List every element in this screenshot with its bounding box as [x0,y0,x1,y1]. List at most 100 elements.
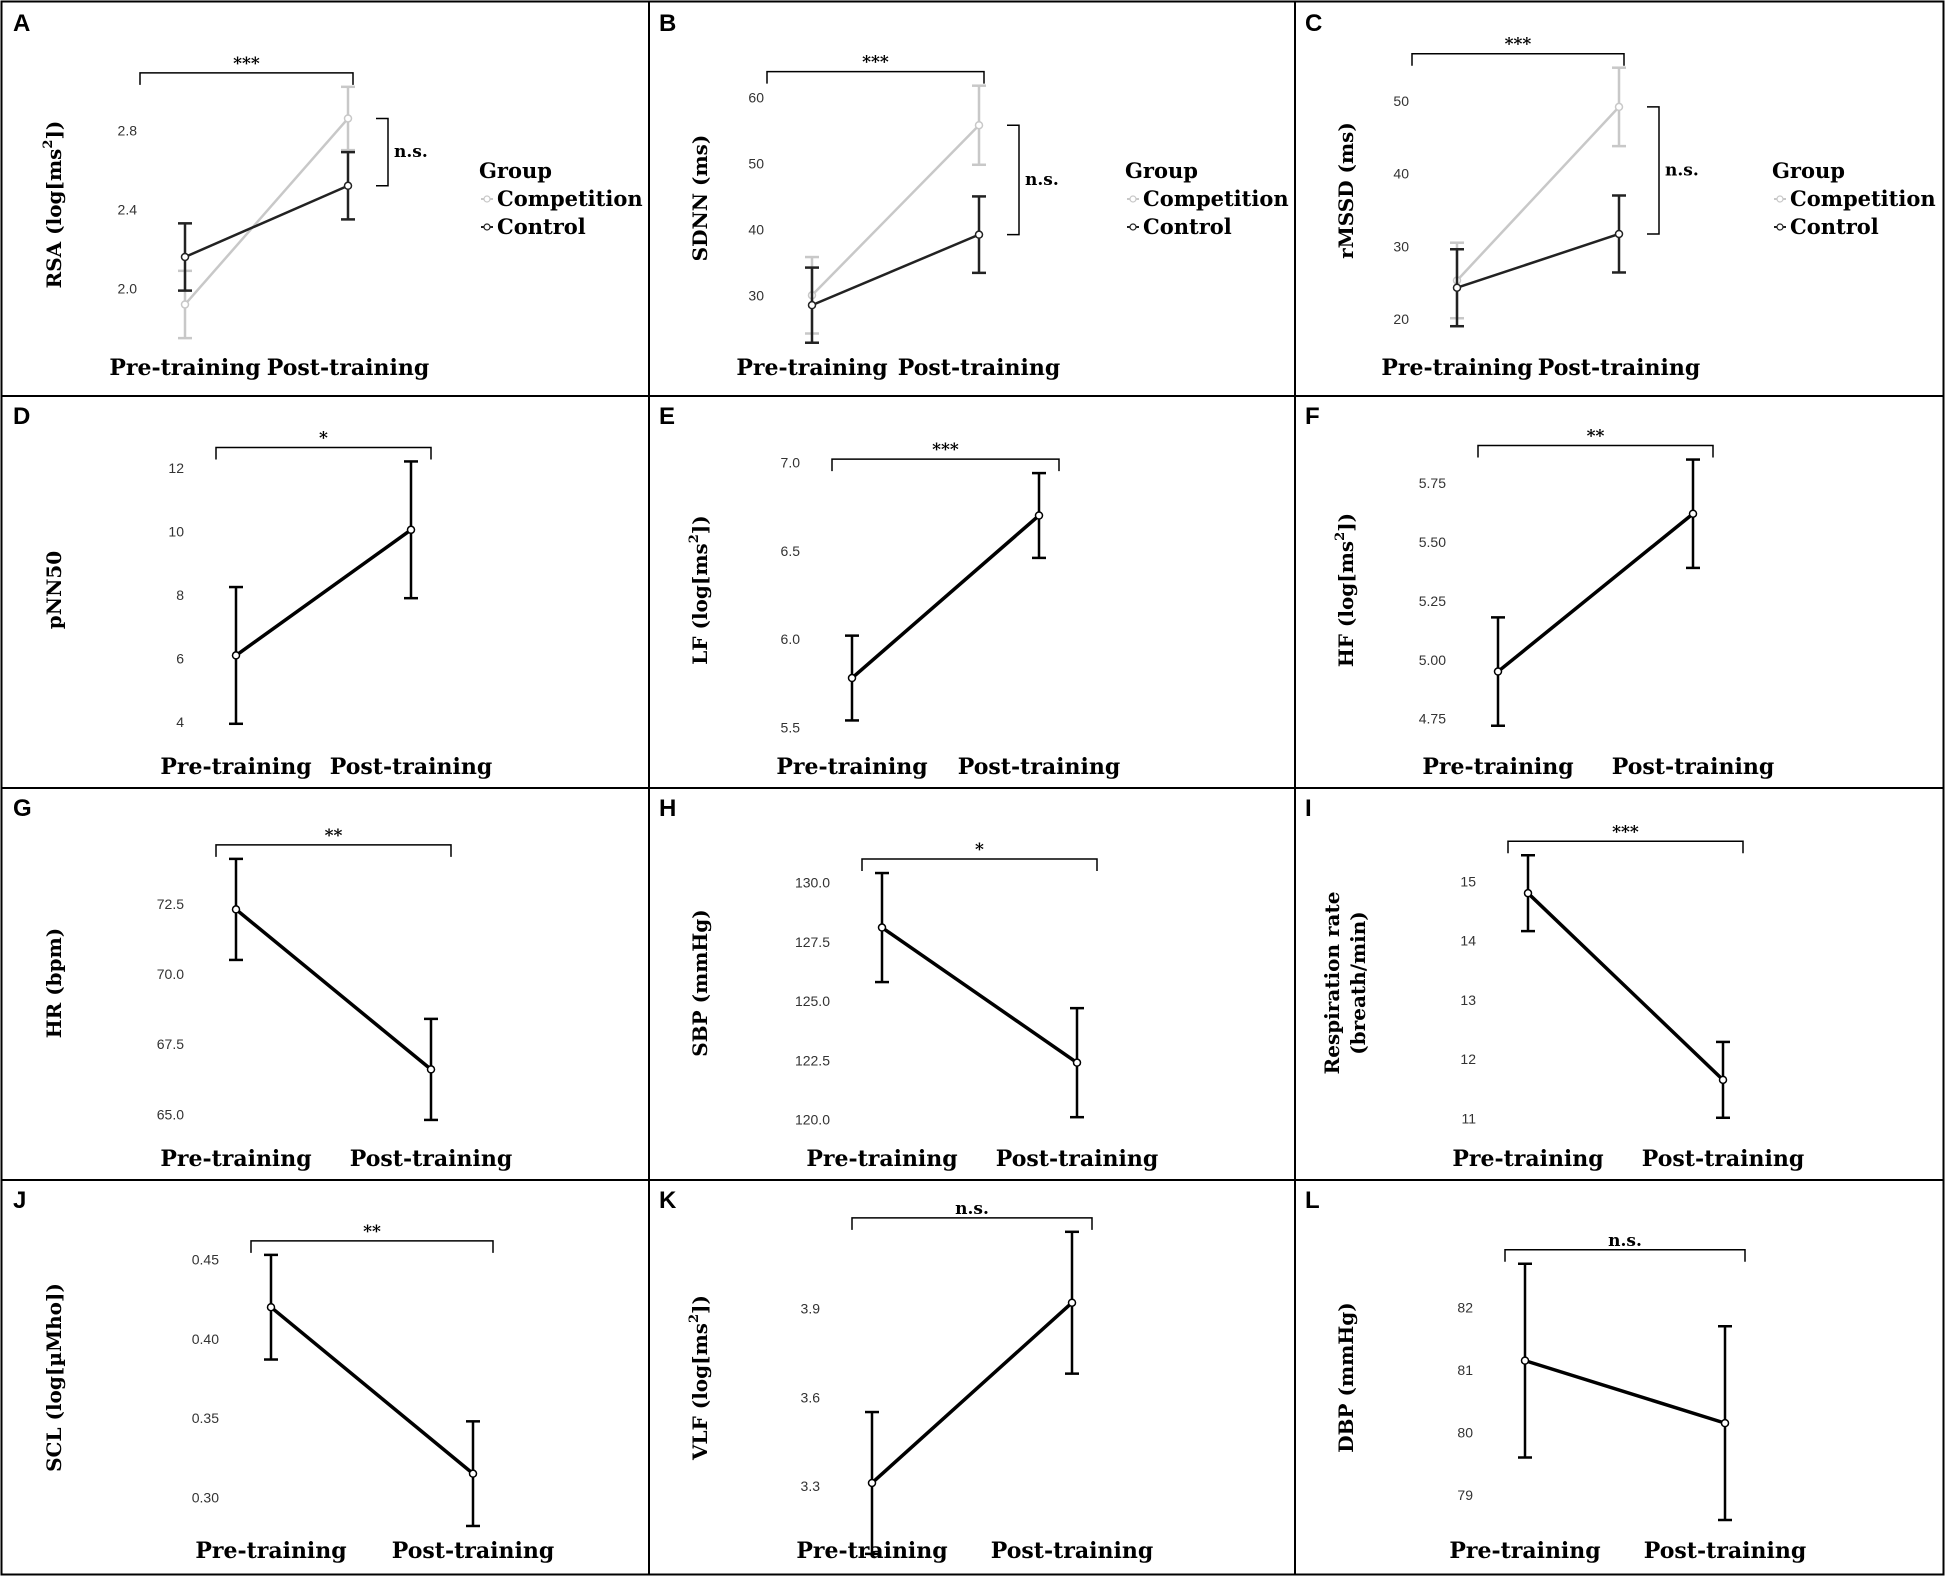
x-category-label-pre: Pre-training [1381,355,1532,381]
y-axis-label: RSA (log[ms2]) [41,121,66,289]
series-line-all [1526,891,1725,1082]
y-tick-label: 0.40 [192,1331,219,1347]
panel-label-d: D [13,403,30,430]
y-tick-label: 12 [168,460,184,476]
y-axis-label: Respiration rate (breath/min) [1320,892,1370,1075]
panel-i: I 11 12 13 14 15 Respiration rate (breath/min) P… [1305,795,1804,1172]
y-tick-label: 80 [1457,1425,1473,1441]
series-line-control [184,184,349,259]
significance-bracket-top [215,446,432,460]
legend-item-competition: Competition [1143,186,1289,211]
panel-label-f: F [1305,403,1320,430]
y-tick-label: 82 [1457,1300,1473,1316]
y-tick-label: 10 [168,523,184,539]
y-tick-label: 67.5 [157,1036,184,1052]
panel-label-g: G [13,795,32,822]
significance-bracket-top [1411,52,1625,66]
panel-g: G 65.0 67.5 70.0 72.5 HR (bpm) Pre-training Pos… [13,795,512,1172]
x-category-label-post: Post-training [267,355,429,381]
y-tick-label: 40 [748,221,764,237]
y-tick-label: 6.5 [781,543,801,559]
series-line-all [870,1301,1074,1485]
significance-label-top: *** [1612,822,1639,842]
data-point-all-pre [847,673,857,683]
significance-label-top: ** [1587,427,1605,447]
data-point-all-post [468,1469,478,1478]
y-axis-label: HF (log[ms2]) [1333,513,1358,667]
series-line-competition [1456,106,1620,282]
x-category-label-pre: Pre-training [806,1146,957,1172]
panel-label-l: L [1305,1187,1320,1214]
y-tick-label: 5.25 [1419,593,1446,609]
data-point-all-post [1067,1298,1077,1307]
data-point-all-post [406,525,416,535]
y-tick-label: 40 [1393,166,1409,182]
y-tick-label: 15 [1460,873,1476,889]
x-category-label-pre: Pre-training [776,754,927,780]
panel-h: H 120.0 122.5 125.0 127.5 130.0 SBP (mmHg) Pre-… [659,795,1158,1172]
y-tick-label: 5.00 [1419,652,1446,668]
panel-label-i: I [1305,795,1312,822]
panel-b: B 30 40 50 60 SDNN (ms) Pre-training Post-train… [659,10,1289,381]
significance-bracket-top [1507,840,1744,854]
x-category-label-post: Post-training [392,1538,554,1564]
y-tick-label: 6 [176,651,184,667]
x-category-label-pre: Pre-training [1452,1146,1603,1172]
x-category-label-pre: Pre-training [1449,1538,1600,1564]
panel-label-b: B [659,10,676,37]
y-axis-label: DBP (mmHg) [1334,1302,1358,1452]
y-tick-label: 0.30 [192,1489,219,1505]
y-tick-label: 130.0 [795,875,830,891]
significance-label-top: *** [862,53,889,73]
x-category-label-post: Post-training [991,1538,1153,1564]
data-point-all-pre [231,651,241,660]
significance-bracket-top [1477,444,1714,458]
x-category-label-post: Post-training [1538,355,1700,381]
series-line-control [811,233,980,307]
y-tick-label: 70.0 [157,966,184,982]
panel-label-h: H [659,795,676,822]
x-category-label-pre: Pre-training [1422,754,1573,780]
x-category-label-pre: Pre-training [736,355,887,381]
y-axis-label: SDNN (ms) [688,135,712,262]
data-point-all-post [1720,1418,1730,1428]
legend-item-control: Control [1143,214,1232,239]
y-tick-label: 0.35 [192,1410,219,1426]
significance-bracket-top [250,1240,494,1253]
significance-label-side: n.s. [394,142,428,162]
y-axis-label: HR (bpm) [42,928,66,1039]
significance-label-top: ** [325,826,343,846]
legend-item-control: Control [497,214,586,239]
y-tick-label: 11 [1461,1110,1476,1126]
x-category-label-post: Post-training [898,355,1060,381]
series-line-all [269,1305,475,1476]
series-line-control [1456,232,1620,289]
y-tick-label: 6.0 [781,631,801,647]
y-tick-label: 122.5 [795,1052,830,1068]
panel-label-e: E [659,403,675,430]
y-tick-label: 5.75 [1419,475,1446,491]
data-point-all-post [1072,1058,1082,1067]
legend-title: Group [1125,158,1198,183]
significance-label-side: n.s. [1665,160,1699,180]
y-tick-label: 12 [1460,1051,1476,1067]
data-point-control-post [974,230,984,239]
y-tick-label: 2.8 [118,122,138,138]
x-category-label-post: Post-training [330,754,492,780]
y-tick-label: 0.45 [192,1252,219,1268]
significance-bracket-side [1007,124,1020,236]
legend-title: Group [1772,158,1845,183]
y-tick-label: 3.3 [801,1478,821,1494]
data-point-control-post [343,181,353,191]
y-axis-label: VLF (log[ms2]) [687,1295,712,1461]
y-tick-label: 7.0 [781,455,801,471]
series-line-all [881,926,1078,1065]
x-category-label-pre: Pre-training [160,754,311,780]
series-line-competition [184,117,349,306]
data-point-all-pre [231,905,241,914]
x-category-label-post: Post-training [1644,1538,1806,1564]
y-tick-label: 65.0 [157,1106,184,1122]
y-tick-label: 4 [176,714,184,730]
